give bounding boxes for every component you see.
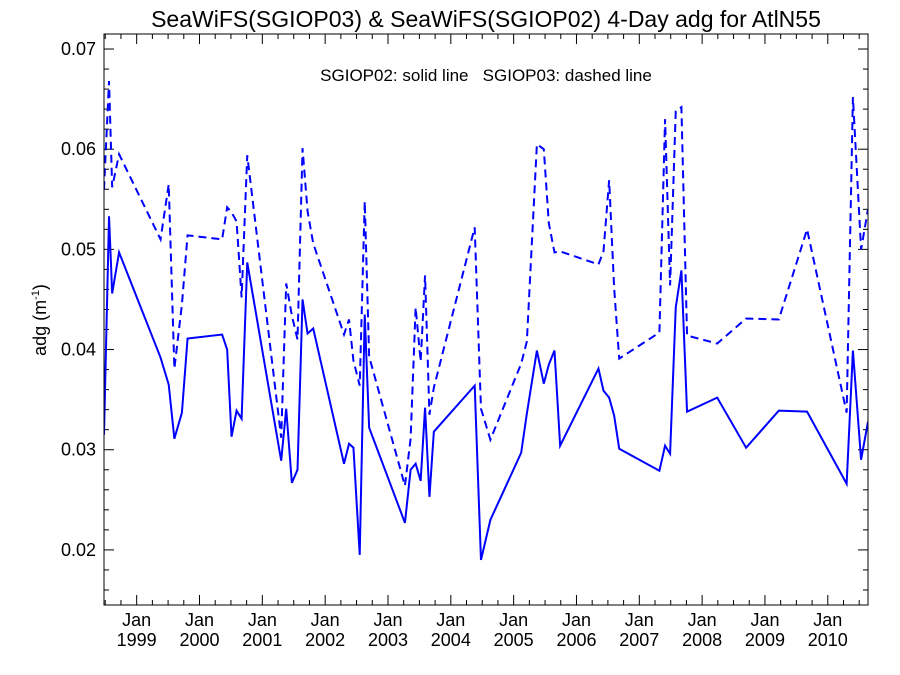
y-axis-label: adg (m-1) <box>30 284 50 356</box>
x-tick-month-label: Jan <box>750 610 779 630</box>
y-axis-label-end: ) <box>30 284 50 290</box>
y-tick-label: 0.03 <box>61 440 96 460</box>
x-tick-month-label: Jan <box>499 610 528 630</box>
plot-frame <box>103 33 869 606</box>
x-tick-month-label: Jan <box>373 610 402 630</box>
legend-annotation: SGIOP02: solid line SGIOP03: dashed line <box>320 66 652 85</box>
x-tick-year-label: 2010 <box>808 630 848 650</box>
x-tick-month-label: Jan <box>122 610 151 630</box>
x-tick-year-label: 2002 <box>305 630 345 650</box>
x-tick-month-label: Jan <box>311 610 340 630</box>
y-axis-label-superscript: -1 <box>30 290 42 300</box>
series-line-sgiop03 <box>104 81 868 487</box>
x-tick-month-label: Jan <box>688 610 717 630</box>
x-tick-year-label: 2003 <box>368 630 408 650</box>
y-tick-label: 0.04 <box>61 340 96 360</box>
x-tick-month-label: Jan <box>562 610 591 630</box>
series-line-sgiop02 <box>104 216 868 561</box>
x-tick-year-label: 1999 <box>117 630 157 650</box>
y-tick-label: 0.05 <box>61 239 96 259</box>
x-tick-month-label: Jan <box>436 610 465 630</box>
y-tick-label: 0.07 <box>61 39 96 59</box>
x-tick-month-label: Jan <box>248 610 277 630</box>
x-tick-year-label: 2008 <box>682 630 722 650</box>
x-tick-year-label: 2009 <box>745 630 785 650</box>
x-tick-year-label: 2007 <box>619 630 659 650</box>
plot-area: 0.020.030.040.050.060.07Jan1999Jan2000Ja… <box>61 34 868 650</box>
y-tick-label: 0.06 <box>61 139 96 159</box>
x-tick-year-label: 2001 <box>242 630 282 650</box>
y-tick-label: 0.02 <box>61 540 96 560</box>
x-tick-year-label: 2004 <box>431 630 471 650</box>
x-tick-year-label: 2006 <box>556 630 596 650</box>
chart-title: SeaWiFS(SGIOP03) & SeaWiFS(SGIOP02) 4-Da… <box>151 6 821 32</box>
x-tick-year-label: 2000 <box>179 630 219 650</box>
x-tick-month-label: Jan <box>185 610 214 630</box>
x-tick-year-label: 2005 <box>494 630 534 650</box>
x-tick-month-label: Jan <box>813 610 842 630</box>
y-axis-label-base: adg (m <box>30 300 50 356</box>
x-tick-month-label: Jan <box>625 610 654 630</box>
